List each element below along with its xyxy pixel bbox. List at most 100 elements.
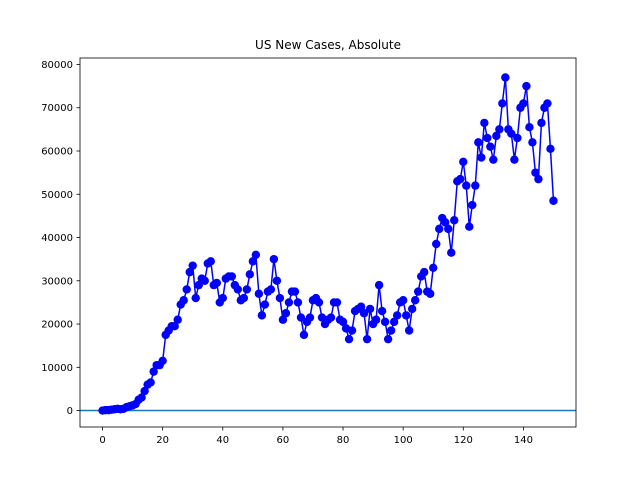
data-point [296, 313, 306, 322]
data-point [362, 334, 372, 344]
y-tick-label: 40000 [41, 233, 73, 244]
data-point [212, 278, 221, 288]
y-tick-label: 0 [67, 406, 73, 417]
data-point [513, 133, 522, 143]
data-point [248, 257, 258, 266]
data-point [441, 218, 450, 227]
data-point [404, 326, 414, 335]
data-point [465, 222, 474, 231]
data-point [377, 306, 387, 316]
series-group [80, 73, 576, 415]
data-point [474, 138, 483, 147]
data-point [447, 248, 456, 257]
data-point [468, 200, 477, 210]
x-tick-label: 20 [156, 435, 169, 446]
data-point [413, 287, 423, 296]
data-point [489, 155, 498, 164]
data-point [486, 142, 495, 151]
data-point [338, 317, 348, 327]
data-point [239, 293, 249, 303]
data-point [281, 309, 291, 318]
data-point [266, 285, 276, 294]
data-point [194, 280, 203, 290]
x-tick-label: 40 [216, 435, 229, 446]
data-point [543, 99, 552, 108]
data-point [386, 326, 396, 335]
data-point [392, 311, 402, 320]
data-point [374, 280, 384, 290]
data-point [227, 272, 237, 281]
data-point [401, 311, 411, 320]
x-tick-label: 0 [99, 435, 105, 446]
data-point [398, 296, 408, 305]
data-point [326, 313, 336, 322]
data-point [432, 239, 441, 249]
data-point [531, 168, 540, 177]
data-point [525, 123, 534, 132]
data-point [191, 293, 200, 303]
data-point [444, 224, 453, 234]
y-tick-label: 60000 [41, 147, 73, 158]
data-point [140, 386, 149, 396]
data-point [407, 304, 417, 314]
data-point [188, 261, 197, 270]
data-point [278, 315, 288, 324]
data-point [459, 157, 468, 167]
data-point [182, 285, 191, 294]
data-point [293, 298, 303, 307]
data-point [260, 300, 270, 309]
data-point [383, 334, 393, 344]
data-point [170, 322, 179, 331]
data-point [245, 270, 255, 279]
data-point [480, 118, 489, 128]
data-point [185, 267, 194, 277]
axes-frame [79, 57, 577, 428]
data-point [251, 250, 261, 260]
data-point [435, 224, 444, 234]
data-point [272, 276, 282, 285]
data-point [495, 125, 504, 134]
data-point [371, 315, 381, 324]
data-point [344, 334, 354, 344]
x-tick-label: 120 [454, 435, 473, 446]
data-point [471, 181, 480, 190]
data-point [269, 254, 279, 264]
data-point [365, 304, 375, 314]
data-point [507, 129, 516, 138]
data-point [501, 73, 510, 82]
data-point [410, 296, 420, 305]
data-point [522, 81, 531, 91]
data-point [456, 174, 465, 184]
data-point [429, 263, 438, 273]
data-point [477, 153, 486, 162]
data-point [200, 276, 209, 285]
data-point [206, 257, 215, 266]
y-tick-label: 10000 [41, 363, 73, 374]
data-point [492, 131, 501, 141]
data-point [419, 267, 429, 277]
y-tick-label: 20000 [41, 320, 73, 331]
data-point [549, 196, 558, 205]
data-point [537, 118, 546, 128]
data-point [356, 302, 366, 311]
data-point [534, 174, 543, 184]
data-point [179, 296, 188, 305]
data-point [218, 293, 227, 303]
data-point [426, 289, 435, 298]
y-tick-label: 30000 [41, 276, 73, 287]
data-point [149, 367, 158, 376]
x-tick-label: 80 [337, 435, 350, 446]
data-point [380, 317, 390, 327]
data-point [314, 298, 324, 307]
data-point [254, 289, 264, 298]
data-point [359, 309, 369, 318]
data-point [257, 311, 267, 320]
data-point [498, 99, 507, 108]
data-point [332, 298, 342, 307]
y-tick-label: 50000 [41, 190, 73, 201]
data-point [305, 313, 315, 322]
data-point [347, 326, 357, 335]
data-point [519, 99, 528, 108]
data-point [158, 356, 167, 366]
